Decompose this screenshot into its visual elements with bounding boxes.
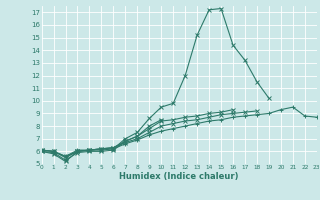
- X-axis label: Humidex (Indice chaleur): Humidex (Indice chaleur): [119, 172, 239, 181]
